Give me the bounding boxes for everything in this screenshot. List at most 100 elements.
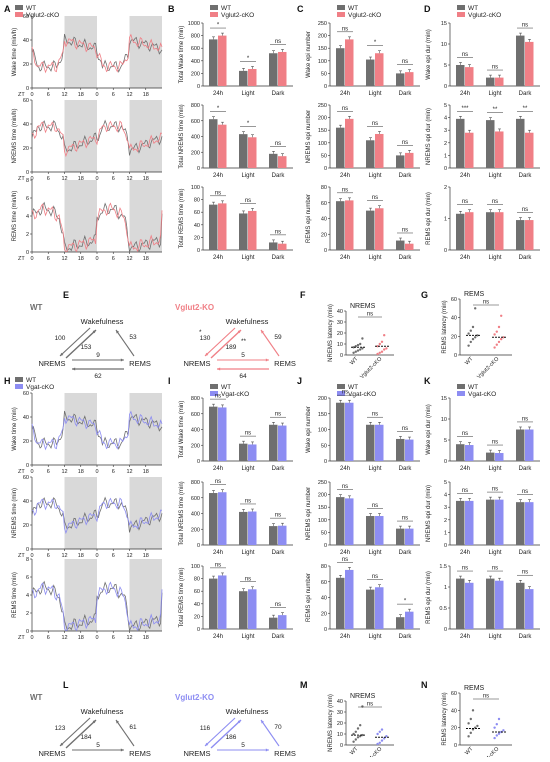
y-tick-label: 150 (318, 412, 327, 418)
x-tick-label: 12 (126, 469, 132, 475)
x-tick-label: Dark (272, 634, 286, 640)
node-nrems: NREMS (183, 749, 210, 757)
bar-vgat (375, 424, 384, 461)
y-tick-label: 8 (26, 178, 29, 184)
y-axis-label: NREMS epi dur (min) (426, 485, 432, 542)
x-tick-label: 24h (460, 634, 470, 640)
x-tick-label: Light (368, 550, 381, 556)
point-vgat (493, 726, 496, 729)
x-tick-label: Light (241, 255, 254, 261)
y-tick-label: 0 (324, 543, 327, 549)
series-line-wt (31, 580, 163, 632)
bar-vglut2 (345, 118, 354, 168)
node-wakefulness: Wakefulness (226, 317, 269, 326)
x-tick-label: 24h (213, 466, 223, 472)
x-tick-label: 0 (30, 176, 33, 182)
sig-label: ns (372, 195, 378, 201)
rate-nrems-to-rems: 9 (96, 352, 100, 359)
x-tick-label: WT (464, 746, 475, 757)
y-tick-label: 80 (321, 185, 327, 191)
chart-d3: 0 1 2 REMS epi dur (min) 24h ns Light ns Dark ns (426, 185, 540, 261)
sig-label: ns (275, 602, 281, 608)
x-tick-label: Dark (519, 634, 533, 640)
bar-vglut2 (525, 41, 534, 86)
y-tick-label: 50 (321, 71, 327, 77)
bar-vglut2 (345, 200, 354, 250)
point-vglut2 (500, 314, 503, 317)
sig-label: ns (342, 106, 348, 112)
bar-wt (269, 526, 278, 545)
sig-label: ns (372, 574, 378, 580)
sig-label: ns (372, 412, 378, 418)
x-tick-label: Light (241, 550, 254, 556)
y-tick-label: 3 (444, 505, 447, 511)
x-tick-label: Dark (272, 173, 286, 179)
sig-label: * (404, 599, 407, 605)
sig-label: *** (461, 106, 469, 112)
legend-swatch-wt (337, 5, 345, 10)
legend-label-vglut2: Vglut2-cKO (221, 12, 254, 19)
bar-vglut2 (465, 212, 474, 250)
sig-label: ns (492, 440, 498, 446)
y-tick-label: 600 (191, 496, 200, 502)
diagram-title: WT (30, 693, 43, 702)
bar-vglut2 (405, 243, 414, 250)
x-tick-label: Dark (399, 91, 413, 97)
bar-vgat (465, 445, 474, 461)
panel-letter-m: M (300, 680, 308, 690)
x-tick-label: 0 (30, 92, 33, 98)
x-tick-label: 6 (112, 176, 115, 182)
bar-wt (336, 497, 345, 545)
x-axis-prefix: ZT (18, 92, 25, 98)
node-rems: REMS (274, 749, 296, 757)
dark-phase-shade (129, 180, 162, 252)
series-line-vgat (31, 497, 163, 535)
series-line-vgat (31, 581, 163, 632)
bar-vglut2 (495, 77, 504, 86)
y-tick-label: 0 (324, 84, 327, 90)
bar-vglut2 (405, 72, 414, 86)
series-line-vglut2 (31, 120, 163, 158)
chart-k2: 0 1 2 3 4 5 NREMS epi dur (min) 24h ns Light ns Dar… (426, 480, 540, 556)
point-vgat (383, 737, 386, 740)
rate-rems-to-wake: 70 (274, 724, 282, 731)
y-tick-label: 200 (318, 34, 327, 40)
y-tick-label: 100 (318, 59, 327, 65)
y-tick-label: 1000 (188, 21, 200, 27)
x-tick-label: 24h (340, 550, 350, 556)
bar-vglut2 (218, 124, 227, 168)
panel-letter-k: K (424, 376, 431, 386)
y-tick-label: 200 (318, 116, 327, 122)
y-tick-label: 4 (26, 214, 29, 220)
y-tick-label: 50 (321, 443, 327, 449)
sig-label: ns (483, 300, 489, 306)
bar-vglut2 (375, 133, 384, 168)
x-tick-label: Dark (399, 255, 413, 261)
point-wt (359, 348, 362, 351)
x-tick-label: 0 (30, 469, 33, 475)
dark-phase-shade (64, 100, 97, 172)
bar-vgat (375, 587, 384, 629)
x-tick-label: 18 (78, 256, 84, 262)
sig-label: ns (367, 312, 373, 318)
y-axis-label: NREMS time (min/h) (12, 108, 18, 163)
chart-j1: 0 50 100 150 200 Wake epi number 24h ns Light ns D… (306, 390, 420, 472)
point-vgat (378, 730, 381, 733)
y-tick-label: 0 (444, 84, 447, 90)
legend-swatch-wt (457, 384, 465, 389)
y-tick-label: 60 (23, 475, 29, 481)
y-tick-label: 3 (444, 128, 447, 134)
y-axis-label: REMS epi dur (min) (426, 571, 432, 624)
bar-wt (239, 511, 248, 545)
point-vglut2 (378, 342, 381, 346)
y-tick-label: 20 (194, 235, 200, 241)
dark-phase-shade (64, 559, 97, 631)
chart-b3: 0 20 40 60 80 100 Total REMS time (min) 24h ns Li… (179, 185, 293, 261)
x-tick-label: 12 (126, 176, 132, 182)
diagram-l-right: Vglut2-KOWakefulnessNREMSREMS11618670575 (175, 693, 296, 761)
chart-title: REMS (464, 291, 485, 298)
